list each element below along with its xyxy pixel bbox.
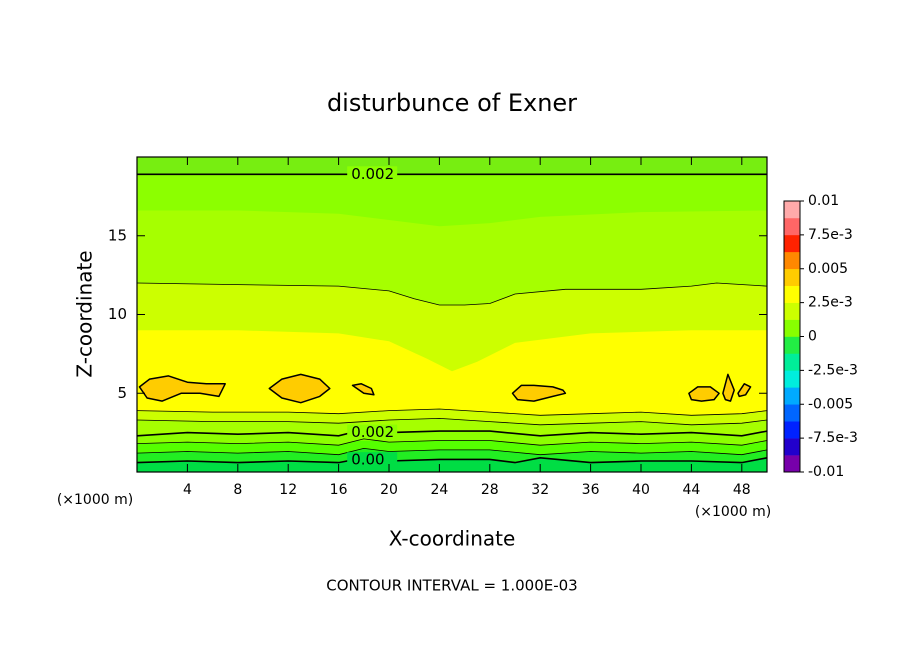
contour-line	[136, 447, 768, 456]
contour-line	[136, 408, 768, 416]
colorbar-swatch	[784, 268, 800, 286]
colorbar-tick-label: 7.5e-3	[808, 227, 853, 243]
colorbar-swatch	[784, 302, 800, 320]
contour-blob	[737, 383, 752, 398]
x-tick-label: 12	[279, 482, 297, 498]
colorbar-tick-label: 0	[808, 329, 817, 345]
contour-label-bg	[347, 452, 398, 469]
contour-label-bg	[347, 166, 398, 183]
x-tick-label: 32	[531, 482, 549, 498]
colorbar-swatch	[784, 387, 800, 405]
colorbar-swatch	[784, 217, 800, 236]
x-axis-label: X-coordinate	[389, 527, 516, 551]
x-tick-label: 16	[330, 482, 348, 498]
chart-title: disturbunce of Exner	[327, 89, 577, 117]
contour-blob	[351, 383, 375, 396]
colorbar-tick-label: 0.01	[808, 193, 839, 209]
colorbar-tick-label: 2.5e-3	[808, 295, 853, 311]
x-tick-label: 8	[233, 482, 242, 498]
contour-label: 0.00	[351, 451, 384, 469]
colorbar-swatch	[784, 404, 800, 422]
colorbar-swatch	[784, 319, 800, 337]
contour-line	[136, 456, 768, 464]
contour-blob	[268, 373, 331, 404]
colorbar-swatch	[784, 201, 800, 219]
y-tick-label: 5	[117, 384, 127, 402]
y-tick-label: 10	[108, 305, 127, 323]
x-tick-label: 44	[682, 482, 700, 498]
colorbar-swatch	[784, 438, 800, 456]
colorbar-swatch	[784, 336, 800, 354]
x-tick-label: 24	[430, 482, 448, 498]
colorbar-tick-label: -7.5e-3	[808, 430, 858, 446]
contour-label: 0.002	[351, 165, 394, 183]
contour-line	[136, 438, 768, 446]
contour-line	[136, 428, 768, 437]
contour-blob	[511, 384, 567, 402]
y-axis-label: Z-coordinate	[73, 250, 97, 377]
colorbar-swatch	[784, 421, 800, 439]
colorbar-tick-label: -0.005	[808, 396, 853, 412]
colorbar-tick-label: -0.01	[808, 464, 844, 480]
x-tick-label: 48	[733, 482, 751, 498]
colorbar-swatch	[784, 455, 800, 473]
footer: CONTOUR INTERVAL = 1.000E-03	[326, 577, 577, 595]
x-tick-label: 40	[632, 482, 650, 498]
contour-label: 0.002	[351, 423, 394, 441]
colorbar-swatch	[784, 353, 800, 371]
contour-label-bg	[347, 424, 398, 441]
x-unit-label: (×1000 m)	[695, 504, 771, 520]
x-tick-label: 4	[183, 482, 192, 498]
contour-blob	[688, 386, 720, 402]
contour-blob	[722, 373, 735, 402]
y-tick-label: 15	[108, 226, 127, 244]
x-tick-label: 20	[380, 482, 398, 498]
colorbar-swatch	[784, 251, 800, 270]
x-unit-label: (×1000 m)	[57, 492, 133, 508]
colorbar-tick-label: 0.005	[808, 261, 848, 277]
contour-line	[136, 282, 768, 306]
contour-blob	[138, 375, 226, 402]
colorbar-swatch	[784, 234, 800, 253]
contour-line	[136, 417, 768, 426]
colorbar-swatch	[784, 370, 800, 388]
colorbar-tick-label: -2.5e-3	[808, 362, 858, 378]
x-tick-label: 28	[481, 482, 499, 498]
colorbar-swatch	[784, 285, 800, 303]
x-tick-label: 36	[582, 482, 600, 498]
